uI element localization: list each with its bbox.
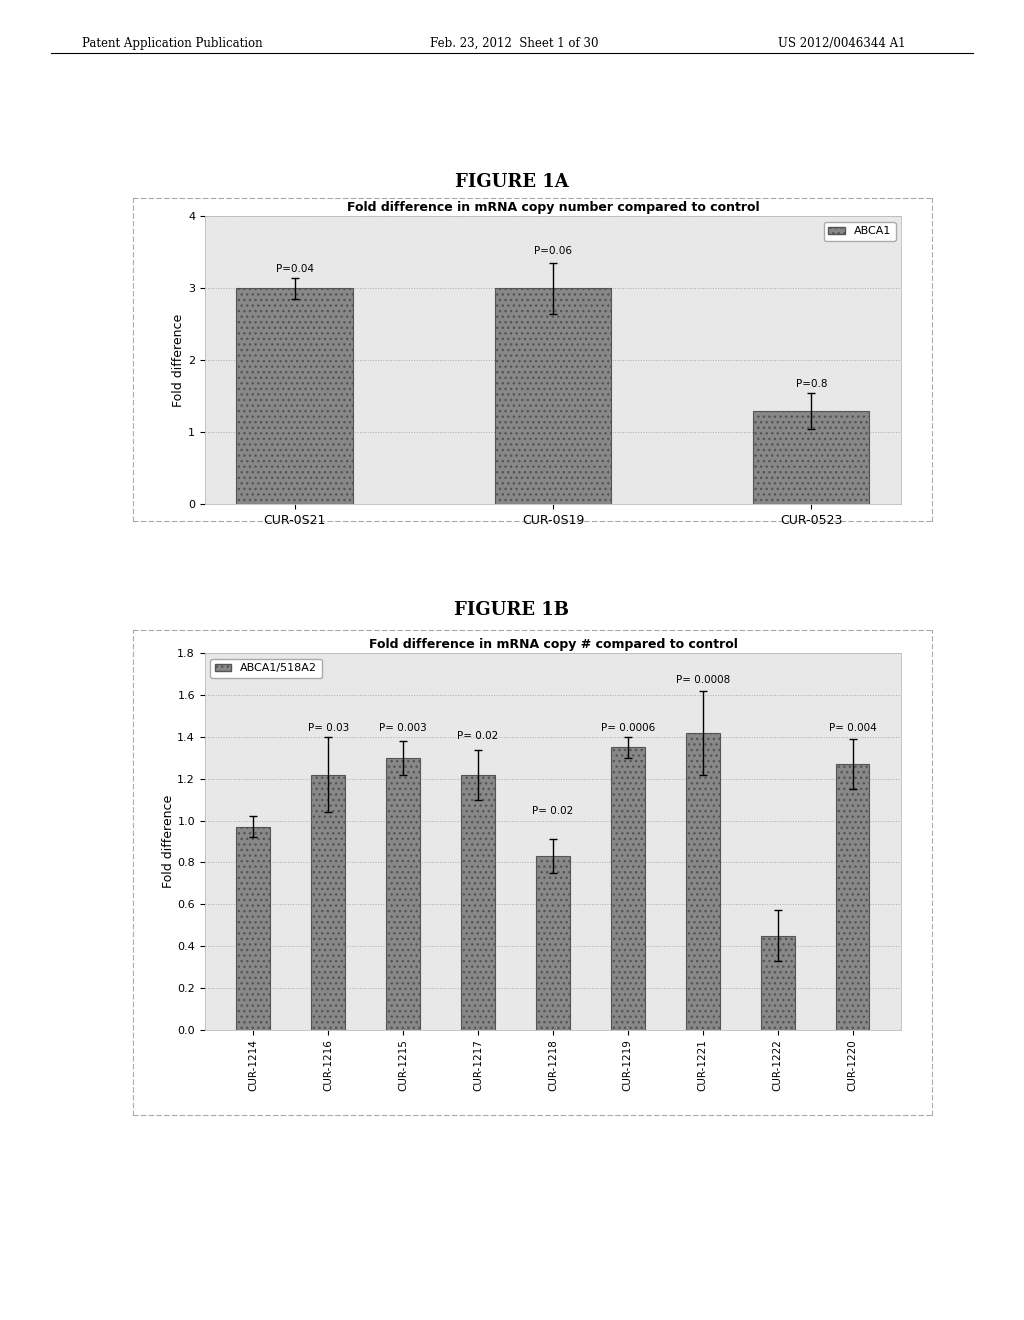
Bar [311, 775, 345, 1030]
Y-axis label: Fold difference: Fold difference [172, 314, 185, 407]
Text: P= 0.0006: P= 0.0006 [601, 723, 655, 733]
Text: Feb. 23, 2012  Sheet 1 of 30: Feb. 23, 2012 Sheet 1 of 30 [430, 37, 599, 50]
Text: FIGURE 1A: FIGURE 1A [455, 173, 569, 191]
Bar [836, 764, 869, 1030]
Bar [754, 411, 869, 504]
Bar [386, 758, 420, 1030]
Legend: ABCA1: ABCA1 [823, 222, 896, 242]
Title: Fold difference in mRNA copy number compared to control: Fold difference in mRNA copy number comp… [347, 201, 759, 214]
Bar [761, 936, 795, 1030]
Text: P= 0.004: P= 0.004 [828, 723, 877, 733]
Text: P=0.06: P=0.06 [534, 246, 572, 256]
Text: P=0.04: P=0.04 [275, 264, 313, 275]
Text: P= 0.0008: P= 0.0008 [676, 675, 730, 685]
Text: FIGURE 1B: FIGURE 1B [455, 601, 569, 619]
Bar [537, 857, 569, 1030]
Text: P= 0.02: P= 0.02 [458, 731, 499, 742]
Bar [611, 747, 645, 1030]
Legend: ABCA1/518A2: ABCA1/518A2 [210, 659, 322, 678]
Y-axis label: Fold difference: Fold difference [162, 795, 174, 888]
Bar [237, 289, 352, 504]
Text: P= 0.02: P= 0.02 [532, 807, 573, 816]
Bar [686, 733, 720, 1030]
Text: Patent Application Publication: Patent Application Publication [82, 37, 262, 50]
Title: Fold difference in mRNA copy # compared to control: Fold difference in mRNA copy # compared … [369, 638, 737, 651]
Bar [237, 826, 270, 1030]
Bar [461, 775, 495, 1030]
Text: P= 0.003: P= 0.003 [379, 723, 427, 733]
Text: US 2012/0046344 A1: US 2012/0046344 A1 [778, 37, 906, 50]
Text: P= 0.03: P= 0.03 [307, 723, 349, 733]
Bar [495, 289, 611, 504]
Text: P=0.8: P=0.8 [796, 379, 827, 389]
